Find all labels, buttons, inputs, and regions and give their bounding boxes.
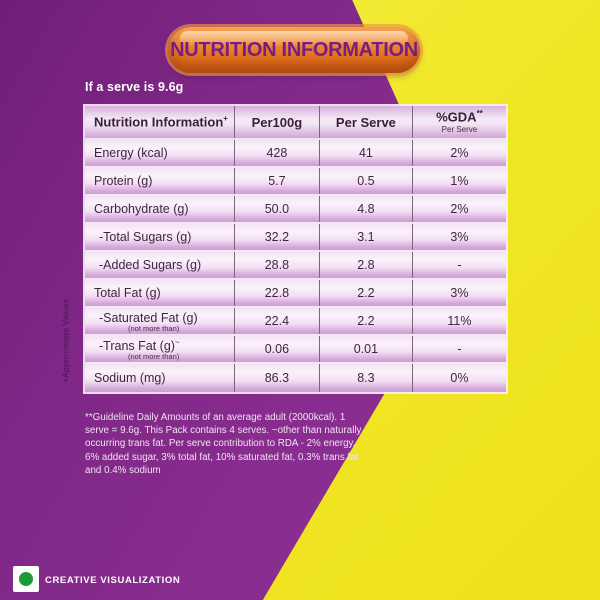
row-label: Protein (g) xyxy=(94,174,153,188)
value-per-serve: 2.8 xyxy=(320,252,413,278)
row-label: -Added Sugars (g) xyxy=(99,258,202,272)
header-gda: %GDA** Per Serve xyxy=(436,109,483,134)
guideline-footnote: **Guideline Daily Amounts of an average … xyxy=(85,412,362,476)
creative-visualization-label: CREATIVE VISUALIZATION xyxy=(45,575,181,586)
value-gda: 2% xyxy=(450,202,469,216)
value-per-serve: 2.2 xyxy=(320,280,413,306)
value-per-100g: 22.8 xyxy=(235,280,320,306)
approx-values-marker: + xyxy=(223,114,228,124)
row-sublabel: (not more than) xyxy=(128,323,180,333)
value-per-serve: 41 xyxy=(320,140,413,166)
row-label: Energy (kcal) xyxy=(94,146,168,160)
vegetarian-mark xyxy=(13,566,39,592)
table-row-sodium: Sodium (mg) 86.3 8.3 0% xyxy=(85,364,506,392)
row-sublabel: (not more than) xyxy=(128,352,180,362)
table-row-energy: Energy (kcal) 428 41 2% xyxy=(85,140,506,168)
value-gda: 2% xyxy=(450,146,469,160)
page-title: NUTRITION INFORMATION xyxy=(170,38,418,61)
table-row-added-sugars: -Added Sugars (g) 28.8 2.8 - xyxy=(85,252,506,280)
header-nutrition-information: Nutrition Information+ xyxy=(85,106,235,138)
table-row-total-fat: Total Fat (g) 22.8 2.2 3% xyxy=(85,280,506,308)
gda-footnote-marker: ** xyxy=(476,109,483,119)
row-label: -Trans Fat (g)~ xyxy=(99,337,180,354)
value-per-serve: 0.5 xyxy=(320,168,413,194)
trans-fat-footnote-marker: ~ xyxy=(174,337,180,347)
value-gda: - xyxy=(457,342,462,356)
value-per-100g: 428 xyxy=(235,140,320,166)
approximate-values-vertical-note: +Approximate Values xyxy=(60,298,71,384)
table-header-row: Nutrition Information+ Per100g Per Serve… xyxy=(85,106,506,140)
row-label: Sodium (mg) xyxy=(94,371,166,385)
table-row-carbohydrate: Carbohydrate (g) 50.0 4.8 2% xyxy=(85,196,506,224)
value-per-serve: 0.01 xyxy=(320,336,413,362)
table-row-total-sugars: -Total Sugars (g) 32.2 3.1 3% xyxy=(85,224,506,252)
value-per-100g: 0.06 xyxy=(235,336,320,362)
table-row-saturated-fat: -Saturated Fat (g) (not more than) 22.4 … xyxy=(85,308,506,336)
value-gda: 3% xyxy=(450,230,469,244)
header-per-serve: Per Serve xyxy=(320,106,413,138)
value-gda: - xyxy=(457,258,462,272)
table-row-protein: Protein (g) 5.7 0.5 1% xyxy=(85,168,506,196)
value-per-100g: 32.2 xyxy=(235,224,320,250)
table-row-trans-fat: -Trans Fat (g)~ (not more than) 0.06 0.0… xyxy=(85,336,506,364)
value-per-100g: 5.7 xyxy=(235,168,320,194)
value-per-100g: 50.0 xyxy=(235,196,320,222)
value-gda: 1% xyxy=(450,174,469,188)
value-per-serve: 4.8 xyxy=(320,196,413,222)
header-per-100g: Per100g xyxy=(235,106,320,138)
green-dot-icon xyxy=(19,572,33,586)
value-gda: 0% xyxy=(450,371,469,385)
value-gda: 3% xyxy=(450,286,469,300)
value-per-100g: 22.4 xyxy=(235,308,320,334)
gda-per-serve-sublabel: Per Serve xyxy=(441,124,478,134)
title-badge: NUTRITION INFORMATION xyxy=(168,27,420,73)
value-gda: 11% xyxy=(447,314,472,328)
value-per-100g: 28.8 xyxy=(235,252,320,278)
row-label: Carbohydrate (g) xyxy=(94,202,189,216)
row-label: Total Fat (g) xyxy=(94,286,161,300)
row-label: -Total Sugars (g) xyxy=(99,230,192,244)
row-label: -Saturated Fat (g) xyxy=(99,310,198,325)
value-per-serve: 8.3 xyxy=(320,364,413,392)
value-per-serve: 2.2 xyxy=(320,308,413,334)
value-per-serve: 3.1 xyxy=(320,224,413,250)
value-per-100g: 86.3 xyxy=(235,364,320,392)
serve-size-note: If a serve is 9.6g xyxy=(85,80,184,94)
nutrition-table: Nutrition Information+ Per100g Per Serve… xyxy=(83,104,508,394)
